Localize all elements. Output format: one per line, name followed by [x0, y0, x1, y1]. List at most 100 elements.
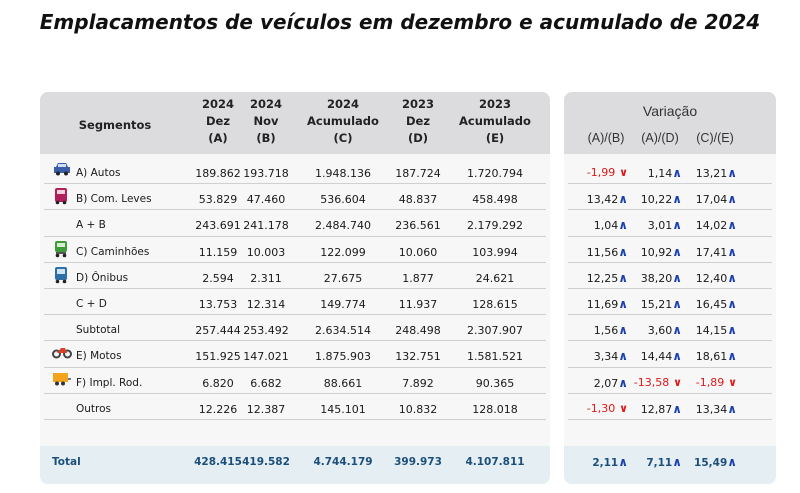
variation-cell-value: -13,58: [633, 375, 670, 389]
variation-cell: 14,15∧: [677, 323, 737, 337]
bus-icon: [52, 266, 70, 288]
variation-cell-value: 38,20: [640, 271, 673, 285]
arrow-up-icon: ∧: [672, 323, 682, 338]
arrow-up-icon: ∧: [672, 349, 682, 364]
header-col-3-l2: Dez: [405, 114, 431, 128]
arrow-up-icon: ∧: [727, 270, 737, 285]
var-row-separator: [568, 209, 772, 211]
value-cell: 128.615: [472, 298, 518, 311]
variation-cell: 2,07∧: [568, 376, 628, 390]
header-col-4-l3: (E): [485, 131, 505, 145]
arrow-up-icon: ∧: [672, 166, 682, 180]
variation-cell: 14,02∧: [677, 218, 737, 232]
variation-cell-value: 3,60: [647, 324, 673, 338]
value-cell: 236.561: [395, 219, 441, 233]
variation-cell: -1,89 ∨: [677, 376, 737, 389]
variation-cell-value: 12,87: [640, 402, 673, 416]
var-row-separator: [568, 261, 772, 263]
value-cell: 6.820: [202, 376, 234, 390]
variation-cell-value: 11,69: [586, 298, 619, 311]
variation-cell: 3,60∧: [622, 323, 682, 337]
variation-cell-value: -1,99: [586, 166, 616, 179]
variation-cell-value: 12,25: [586, 271, 619, 285]
variation-cell-value: 12,40: [695, 271, 728, 285]
row-separator: [44, 314, 546, 316]
value-cell: 2.594: [202, 271, 234, 285]
variation-cell: 11,56∧: [568, 245, 628, 259]
total-variation-cell-value: 15,49: [694, 457, 728, 469]
header-col-2-l2: Acumulado: [307, 114, 379, 128]
header-col-3-l3: (D): [407, 131, 429, 145]
variation-cell: 15,21∧: [622, 297, 682, 311]
variation-cell: -1,99 ∨: [568, 166, 628, 179]
value-cell: 12.226: [198, 402, 238, 416]
arrow-up-icon: ∧: [727, 455, 737, 469]
var-row-separator: [568, 288, 772, 289]
value-cell: 241.178: [243, 219, 289, 233]
value-cell: 103.994: [472, 245, 518, 259]
header-col-2-l1: 2024: [326, 97, 359, 111]
arrow-up-icon: ∧: [727, 323, 737, 338]
value-cell: 193.718: [243, 167, 289, 180]
total-value-cell: 4.107.811: [465, 456, 525, 468]
arrow-up-icon: ∧: [618, 297, 628, 311]
arrow-down-icon: ∨: [724, 375, 737, 389]
variation-cell-value: 3,01: [647, 219, 673, 233]
total-label: Total: [52, 456, 81, 468]
value-cell: 1.720.794: [467, 167, 523, 180]
page-title: Emplacamentos de veículos em dezembro e …: [39, 10, 761, 34]
value-cell: 2.311: [250, 271, 282, 285]
value-cell: 189.862: [195, 167, 241, 180]
variation-table-header-bg: [564, 92, 776, 154]
arrow-up-icon: ∧: [672, 270, 682, 285]
arrow-up-icon: ∧: [672, 192, 682, 207]
arrow-up-icon: ∧: [727, 244, 737, 259]
value-cell: 27.675: [323, 271, 363, 285]
arrow-up-icon: ∧: [727, 218, 737, 233]
variation-cell-value: 16,45: [695, 298, 728, 311]
header-col-4-l1: 2023: [478, 97, 511, 111]
header-variacao: Variação: [642, 103, 698, 119]
header-col-3: 2023 Dez (D): [368, 96, 468, 147]
value-cell: 187.724: [395, 167, 441, 180]
header-var-col-1: (A)/(D): [641, 131, 679, 145]
value-cell: 48.837: [398, 193, 438, 207]
value-cell: 149.774: [320, 298, 366, 311]
variation-cell-value: 14,02: [695, 219, 728, 233]
variation-cell-value: 13,34: [695, 402, 728, 416]
variation-cell: 16,45∧: [677, 297, 737, 311]
value-cell: 24.621: [475, 271, 515, 285]
variation-cell-value: 10,22: [640, 193, 673, 207]
value-cell: 1.877: [402, 271, 434, 285]
van-icon: [52, 187, 70, 209]
segment-label: Outros: [76, 402, 112, 415]
value-cell: 90.365: [475, 376, 515, 390]
arrow-up-icon: ∧: [727, 349, 737, 364]
value-cell: 1.948.136: [315, 167, 371, 180]
total-variation-cell: 2,11∧: [568, 455, 628, 469]
var-row-separator: [568, 392, 772, 394]
total-value-cell: 428.415: [194, 456, 242, 468]
value-cell: 151.925: [195, 350, 241, 364]
variation-table-panel: [564, 92, 776, 484]
variation-cell: 12,87∧: [622, 402, 682, 416]
variation-cell: 12,40∧: [677, 271, 737, 285]
segment-label: B) Com. Leves: [76, 193, 152, 206]
variation-cell: 1,14∧: [622, 166, 682, 180]
trailer-icon: [52, 371, 72, 390]
arrow-up-icon: ∧: [618, 244, 628, 259]
variation-cell: 1,56∧: [568, 323, 628, 337]
value-cell: 2.179.292: [467, 219, 523, 233]
var-row-separator: [568, 340, 772, 342]
variation-cell-value: 17,41: [695, 245, 728, 259]
segment-label: E) Motos: [76, 350, 122, 363]
row-separator: [44, 183, 546, 185]
header-col-0-l1: 2024: [201, 97, 234, 111]
variation-cell: 10,22∧: [622, 192, 682, 206]
arrow-up-icon: ∧: [618, 218, 628, 233]
arrow-up-icon: ∧: [672, 455, 682, 469]
header-col-1-l2: Nov: [253, 114, 279, 128]
variation-cell-value: 15,21: [640, 298, 673, 311]
value-cell: 147.021: [243, 350, 289, 364]
arrow-up-icon: ∧: [672, 218, 682, 233]
